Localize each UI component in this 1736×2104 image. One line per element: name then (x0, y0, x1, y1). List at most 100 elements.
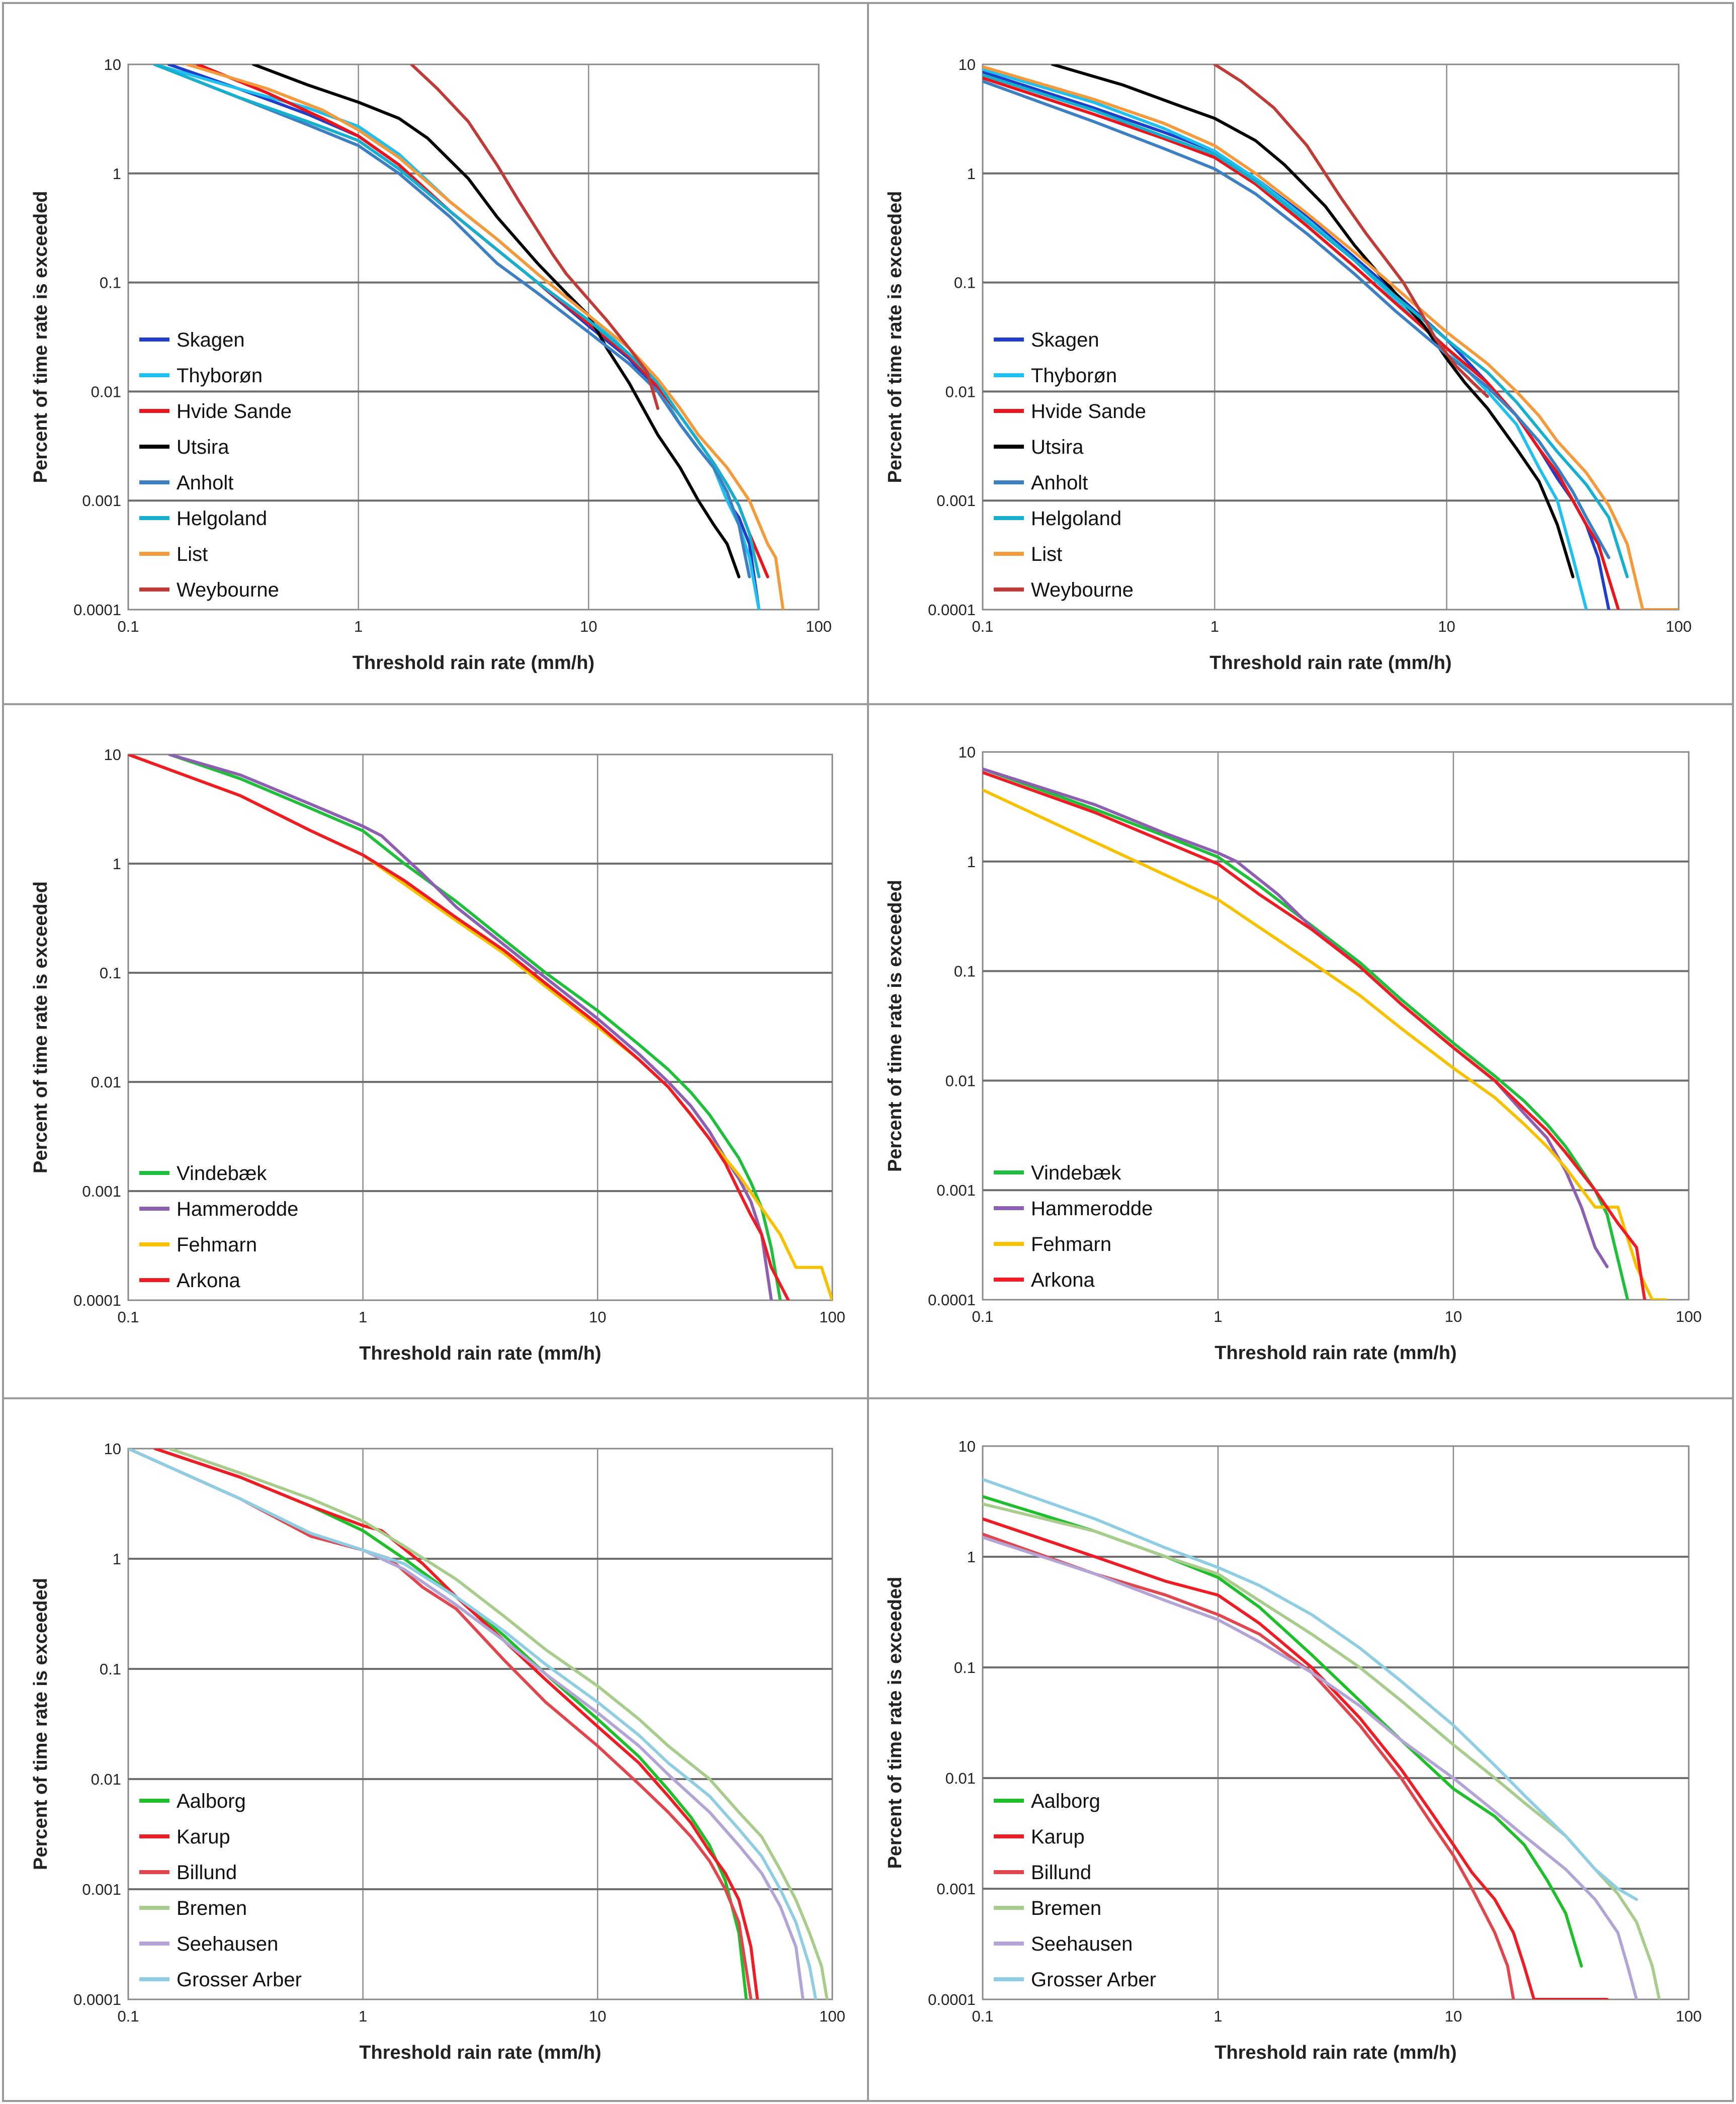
series-line-bremen (983, 1502, 1661, 1999)
y-axis-title: Percent of time rate is exceeded (885, 191, 906, 483)
series-line-grosser-arber (983, 1478, 1638, 1901)
legend: Skagen Thyborøn Hvide Sande Utsira Anholt Hel… (994, 329, 1146, 601)
series-group (983, 64, 1679, 610)
series-line-anholt (153, 64, 751, 578)
y-axis-title: Percent of time rate is exceeded (885, 880, 906, 1172)
x-tick-label: 0.1 (117, 2007, 139, 2025)
x-axis-title: Threshold rain rate (mm/h) (1209, 652, 1451, 674)
series-line-hammerodde (168, 754, 773, 1300)
legend: Skagen Thyborøn Hvide Sande Utsira Anholt Hel… (139, 329, 292, 601)
legend-label: Grosser Arber (1031, 1969, 1156, 1991)
y-tick-label: 1 (113, 855, 121, 873)
x-tick-label: 100 (819, 2007, 845, 2025)
y-tick-label: 10 (959, 56, 976, 73)
y-tick-label: 1 (967, 165, 976, 183)
y-tick-label: 0.001 (82, 1881, 121, 1898)
chart-panel-middle-left: 0.1 1 10 100 0.0001 0.001 0.01 0.1 1 10 Vindebæk Ha… (30, 746, 845, 1364)
series-line-arkona (128, 754, 790, 1300)
series-line-utsira (252, 64, 741, 578)
x-tick-label: 100 (806, 618, 832, 635)
series-group (128, 754, 832, 1300)
y-tick-label: 1 (967, 853, 976, 871)
y-tick-label: 0.0001 (928, 1291, 976, 1309)
y-tick-label: 0.0001 (73, 601, 121, 619)
legend-label: Hvide Sande (1031, 400, 1146, 423)
x-tick-label: 1 (359, 2007, 367, 2025)
legend-label: Bremen (177, 1897, 247, 1919)
x-tick-label: 1 (1213, 2007, 1222, 2025)
series-line-seehausen (983, 1536, 1638, 1999)
series-line-karup (153, 1449, 759, 1999)
x-tick-label: 10 (1445, 2007, 1462, 2025)
y-tick-label: 0.0001 (928, 1991, 976, 2008)
x-tick-label: 100 (1676, 2007, 1702, 2025)
x-axis-title: Threshold rain rate (mm/h) (359, 2042, 601, 2063)
series-line-anholt (983, 79, 1611, 559)
y-tick-label: 0.001 (82, 1183, 121, 1200)
x-tick-label: 1 (1213, 1308, 1222, 1325)
series-line-weybourne (410, 64, 660, 410)
legend-label: Utsira (177, 436, 229, 458)
x-tick-label: 10 (589, 1308, 606, 1326)
x-tick-label: 0.1 (117, 618, 139, 635)
x-tick-label: 10 (1438, 618, 1455, 635)
legend-label: Skagen (177, 329, 245, 351)
plot-area (982, 1445, 1690, 2000)
legend: Aalborg Karup Billund Bremen Seehausen Grosse… (994, 1790, 1156, 1991)
legend-label: Bremen (1031, 1897, 1101, 1919)
x-axis-title: Threshold rain rate (mm/h) (1214, 1342, 1456, 1364)
y-tick-label: 0.1 (100, 274, 121, 292)
y-tick-label: 10 (959, 743, 976, 761)
series-line-arkona (983, 771, 1646, 1300)
chart-panel-bottom-left: 0.1 1 10 100 0.0001 0.001 0.01 0.1 1 10 Aalborg Kar… (30, 1440, 845, 2063)
legend-label: Vindebæk (1031, 1162, 1121, 1184)
legend: Vindebæk Hammerodde Fehmarn Arkona (139, 1162, 298, 1292)
x-tick-label: 1 (354, 618, 363, 635)
chart-panel-top-right: 0.1 1 10 100 0.0001 0.001 0.01 0.1 1 10 Skagen Thyb… (885, 56, 1692, 674)
x-tick-label: 1 (1210, 618, 1219, 635)
y-tick-label: 0.01 (945, 1072, 976, 1089)
y-tick-label: 1 (967, 1548, 976, 1566)
x-axis-title: Threshold rain rate (mm/h) (1214, 2042, 1456, 2063)
series-line-hvide-sande (983, 76, 1620, 610)
legend-label: Thyborøn (177, 365, 263, 387)
y-tick-label: 0.1 (954, 1659, 976, 1676)
legend-label: Seehausen (177, 1933, 278, 1955)
y-tick-label: 0.01 (91, 1073, 121, 1091)
plot-area (127, 753, 833, 1301)
y-tick-label: 0.01 (945, 383, 976, 400)
y-tick-label: 10 (104, 1440, 121, 1458)
y-tick-label: 0.001 (936, 1880, 976, 1898)
legend: Vindebæk Hammerodde Fehmarn Arkona (994, 1162, 1153, 1291)
legend-label: Helgoland (177, 508, 267, 530)
y-axis-title: Percent of time rate is exceeded (30, 881, 51, 1173)
series-group (153, 64, 785, 610)
y-tick-label: 0.001 (936, 1182, 976, 1199)
legend-label: Arkona (1031, 1269, 1095, 1291)
plot-area (127, 1448, 833, 2000)
x-axis-title: Threshold rain rate (mm/h) (353, 652, 594, 674)
series-line-utsira (1051, 64, 1575, 578)
x-tick-label: 0.1 (972, 2007, 993, 2025)
legend-label: Billund (177, 1862, 237, 1884)
y-tick-label: 10 (959, 1438, 976, 1455)
legend-label: Hammerodde (1031, 1198, 1153, 1220)
y-tick-label: 0.01 (91, 383, 121, 400)
series-line-weybourne (1213, 64, 1489, 398)
series-line-billund (983, 1533, 1515, 1999)
legend-label: Arkona (177, 1270, 240, 1292)
y-axis-title: Percent of time rate is exceeded (885, 1577, 906, 1869)
x-tick-label: 100 (1666, 618, 1692, 635)
x-tick-label: 0.1 (972, 1308, 993, 1325)
legend-label: Anholt (177, 472, 233, 494)
x-tick-label: 1 (359, 1308, 367, 1326)
x-tick-label: 0.1 (117, 1308, 139, 1326)
legend-label: Thyborøn (1031, 365, 1117, 387)
y-tick-label: 1 (113, 165, 121, 183)
x-tick-label: 10 (589, 2007, 606, 2025)
series-line-vindeb-k (168, 754, 782, 1300)
series-group (983, 767, 1668, 1300)
legend-label: Aalborg (1031, 1790, 1100, 1812)
y-tick-label: 0.1 (100, 964, 121, 982)
